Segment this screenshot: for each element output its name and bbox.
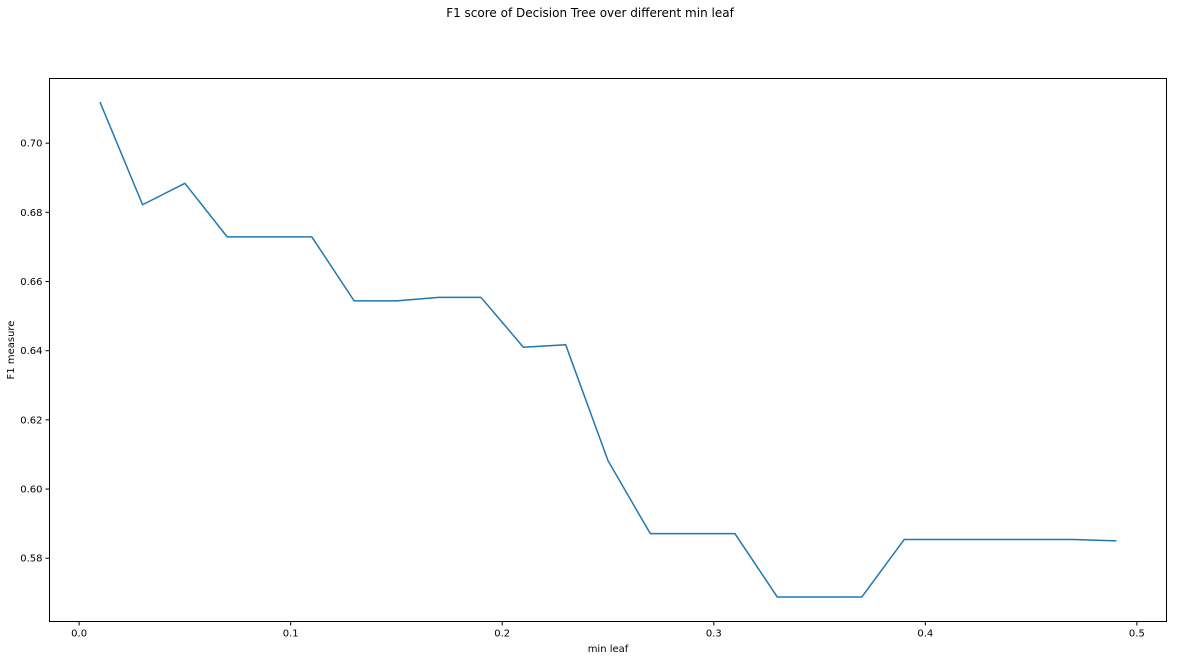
series-line xyxy=(99,101,1117,598)
y-tick-label: 0.70 xyxy=(20,139,42,150)
y-tick-label: 0.66 xyxy=(20,277,42,288)
y-axis-label: F1 measure xyxy=(6,321,17,380)
y-tick-label: 0.60 xyxy=(20,485,42,496)
y-tick-label: 0.58 xyxy=(20,554,42,565)
x-tick-label: 0.5 xyxy=(1129,629,1145,640)
plot-frame xyxy=(49,78,1167,622)
x-tick-label: 0.4 xyxy=(917,629,933,640)
x-tick-label: 0.1 xyxy=(283,629,299,640)
x-axis: 0.0 0.1 0.2 0.3 0.4 0.5 xyxy=(71,621,1145,640)
y-tick-label: 0.64 xyxy=(20,346,42,357)
plot-area xyxy=(99,101,1117,598)
chart-title: F1 score of Decision Tree over different… xyxy=(446,6,734,20)
x-tick-label: 0.0 xyxy=(71,629,87,640)
y-tick-label: 0.68 xyxy=(20,208,42,219)
y-tick-label: 0.62 xyxy=(20,415,42,426)
x-tick-label: 0.2 xyxy=(494,629,510,640)
y-axis: 0.58 0.60 0.62 0.64 0.66 0.68 0.70 xyxy=(20,139,50,565)
x-tick-label: 0.3 xyxy=(706,629,722,640)
x-axis-label: min leaf xyxy=(588,644,629,655)
